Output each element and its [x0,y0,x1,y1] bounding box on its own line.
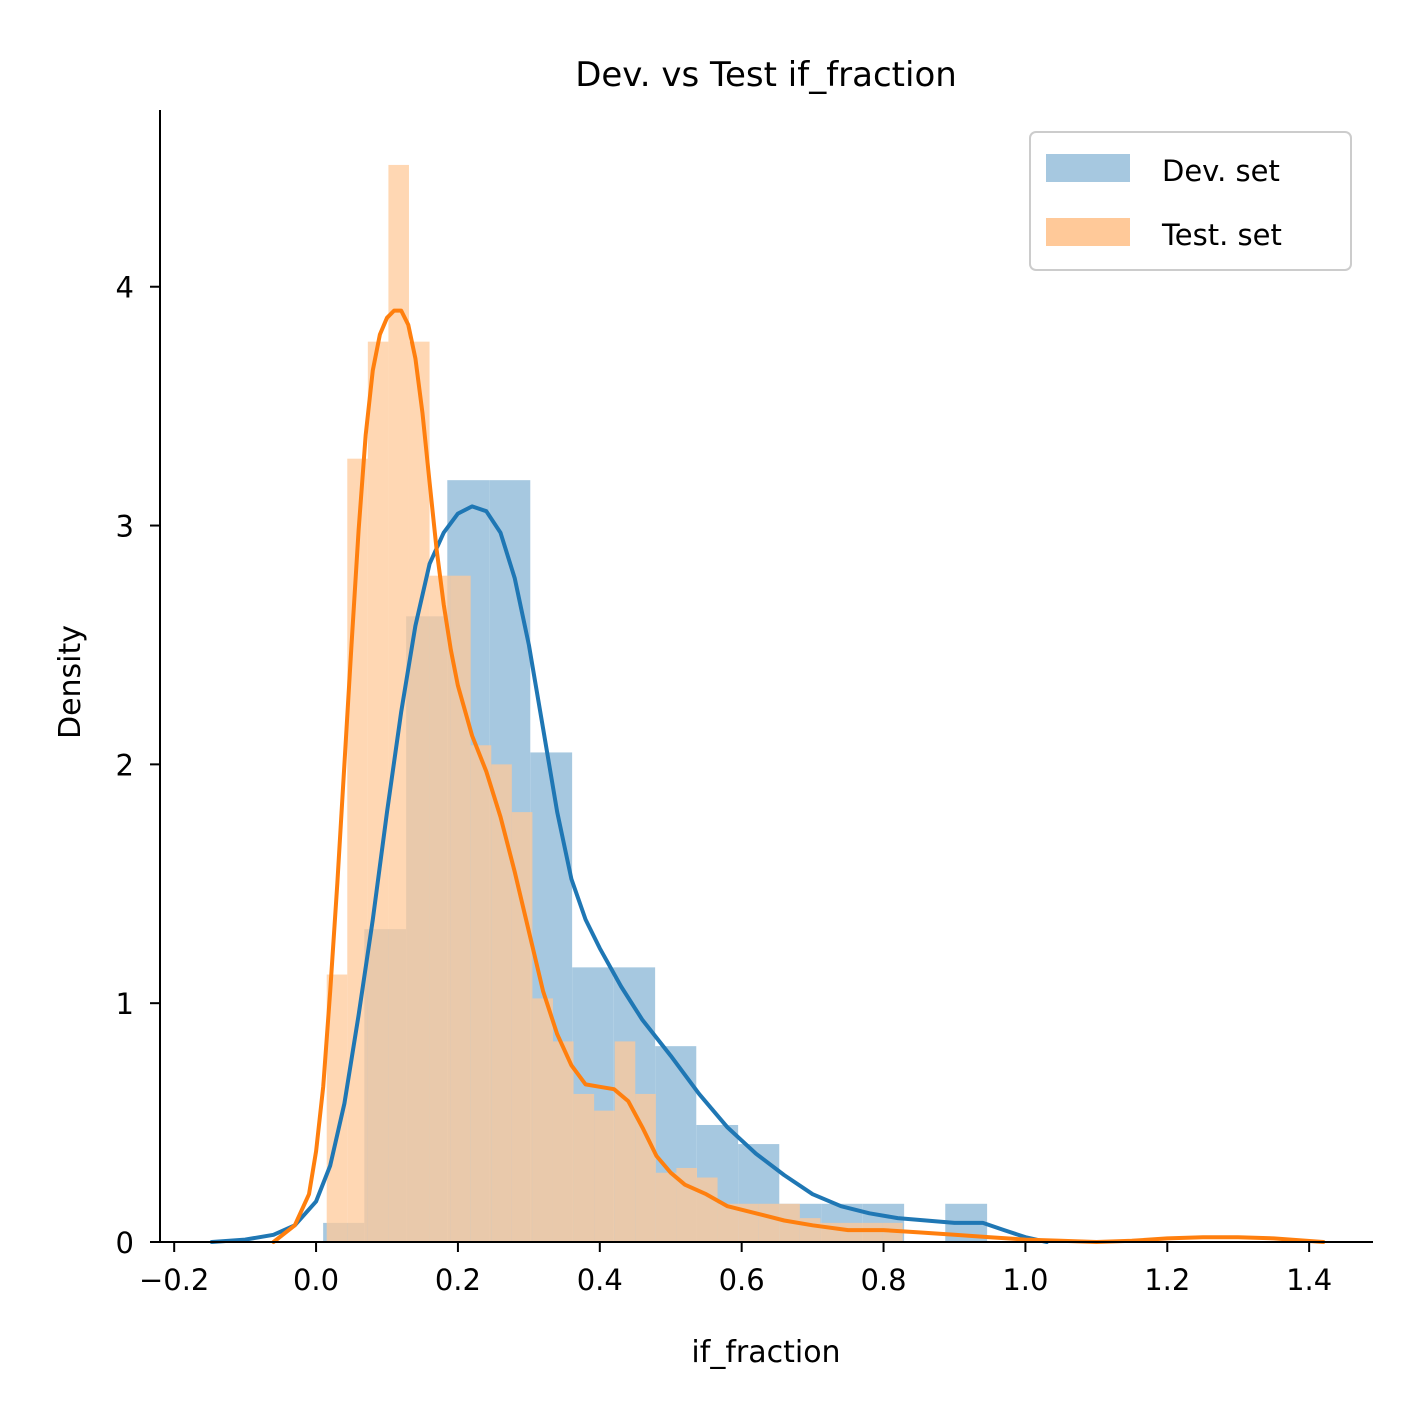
x-tick-label: 0.8 [860,1263,906,1297]
hist-bar [388,164,409,1243]
x-tick-label: 0.6 [719,1263,765,1297]
hist-bar [758,1203,780,1242]
hist-bar [717,1203,739,1242]
hist-bar [429,575,451,1242]
kde-line-dev-set [209,504,1049,1244]
hist-bar [655,1172,677,1242]
y-tick-label: 0 [116,1226,134,1260]
legend-swatch-test-set [1046,218,1130,246]
plot-area [209,164,1326,1244]
hist-bar [614,1041,636,1242]
hist-bar [552,1041,574,1242]
x-tick-label: 1.4 [1286,1263,1332,1297]
x-tick-label: 0.0 [293,1263,339,1297]
hist-bar [470,745,492,1242]
hist-bar [594,1110,615,1242]
x-tick-label: 0.4 [577,1263,623,1297]
legend-swatch-dev-set [1046,154,1130,182]
y-tick-label: 4 [116,271,134,305]
legend-label-test-set: Test. set [1161,218,1282,252]
hist-bar [532,998,553,1242]
y-tick-label: 1 [116,987,134,1021]
x-tick-label: −0.2 [139,1263,209,1297]
hist-bar [861,1222,883,1242]
x-axis-label: if_fraction [691,1335,840,1370]
hist-bar [696,1177,718,1242]
y-axis-label: Density [53,625,88,739]
kde-lines [209,308,1326,1244]
y-axis-ticks: 0 1 2 3 4 [116,271,160,1260]
hist-bar [326,974,348,1242]
histogram-bars [323,164,988,1243]
y-tick-label: 2 [116,748,134,782]
x-tick-label: 1.2 [1144,1263,1190,1297]
hist-bar [840,1222,862,1242]
legend-label-dev-set: Dev. set [1162,154,1280,188]
x-axis-ticks: −0.2 0.0 0.2 0.4 0.6 0.8 1.0 1.2 1.4 [139,1242,1332,1297]
hist-bar [573,1093,595,1242]
hist-bar [635,1093,656,1242]
y-tick-label: 3 [116,510,134,544]
x-tick-label: 0.2 [435,1263,481,1297]
x-tick-label: 1.0 [1002,1263,1048,1297]
chart-title: Dev. vs Test if_fraction [575,55,957,95]
hist-bar [450,575,471,1242]
legend: Dev. set Test. set [1029,131,1352,271]
hist-bar [367,341,389,1242]
hist-bar [491,764,512,1242]
kde-line-test-set [271,308,1326,1244]
hist-bar [408,341,430,1242]
